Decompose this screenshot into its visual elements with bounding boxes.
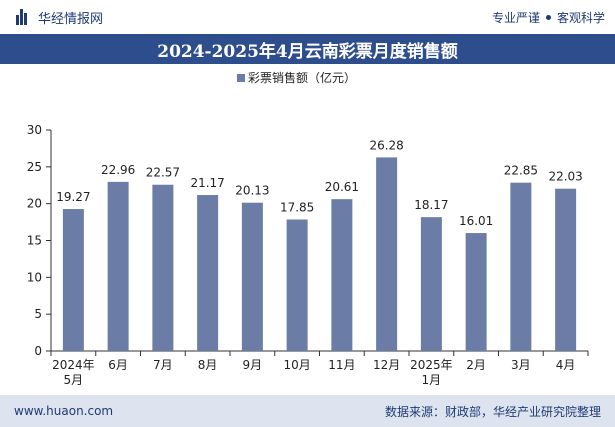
x-tick-label: 2月 (466, 358, 486, 372)
bar (465, 233, 487, 351)
data-label: 20.61 (325, 180, 359, 194)
bar (241, 202, 263, 351)
brand: 华经情报网 (16, 8, 103, 27)
bar (197, 195, 219, 351)
bar-chart: 彩票销售额（亿元） 0 5 10 15 20 25 30 19.27 2024年 5月 22.96 6月… (27, 70, 589, 387)
data-label: 26.28 (369, 138, 403, 152)
y-tick-label: 20 (27, 197, 42, 211)
data-label: 22.57 (146, 166, 180, 180)
data-label: 19.27 (56, 190, 90, 204)
legend-swatch (237, 74, 245, 82)
x-tick-label: 11月 (328, 358, 355, 372)
y-tick-label: 30 (27, 123, 42, 137)
x-tick-label: 12月 (373, 358, 400, 372)
bar (555, 188, 577, 351)
bar (62, 209, 84, 351)
brand-name: 华经情报网 (38, 11, 104, 27)
website-link[interactable]: www.huaon.com (14, 404, 114, 418)
x-tick-label: 7月 (153, 358, 173, 372)
x-tick-label: 10月 (283, 358, 310, 372)
data-source: 数据来源：财政部，华经产业研究院整理 (384, 404, 601, 419)
data-label: 21.17 (190, 176, 224, 190)
data-label: 22.96 (101, 163, 135, 177)
data-label: 17.85 (280, 201, 314, 215)
bar (107, 181, 129, 351)
x-tick-label: 9月 (243, 358, 263, 372)
slogan-tag-2: 客观科学 (556, 10, 605, 25)
y-tick-label: 0 (34, 344, 42, 358)
chart-title: 2024-2025年4月云南彩票月度销售额 (0, 34, 615, 64)
top-bar: 华经情报网 专业严谨 客观科学 (0, 0, 615, 34)
footer: www.huaon.com 数据来源：财政部，华经产业研究院整理 (0, 395, 615, 427)
data-label: 22.03 (548, 170, 582, 184)
bar (510, 182, 532, 351)
x-tick-label: 4月 (556, 358, 576, 372)
x-tick-label: 2024年 5月 (52, 358, 95, 387)
slogan: 专业严谨 客观科学 (492, 9, 605, 26)
bar (286, 219, 308, 351)
separator-dot-icon (545, 14, 551, 20)
y-tick-label: 5 (34, 307, 42, 321)
data-label: 16.01 (459, 214, 493, 228)
y-tick-label: 10 (27, 270, 42, 284)
y-tick-label: 25 (27, 160, 42, 174)
x-tick-label: 8月 (198, 358, 218, 372)
brand-logo-icon (16, 9, 32, 25)
data-label: 18.17 (414, 198, 448, 212)
x-tick-label: 2025年 1月 (410, 358, 453, 387)
x-tick-label: 3月 (511, 358, 531, 372)
bar (376, 157, 398, 351)
slogan-tag-1: 专业严谨 (491, 10, 540, 25)
bar (152, 184, 174, 351)
bar (420, 217, 442, 351)
data-label: 20.13 (235, 184, 269, 198)
y-tick-label: 15 (27, 234, 42, 248)
legend-label: 彩票销售额（亿元） (248, 70, 356, 85)
data-label: 22.85 (504, 164, 538, 178)
bar (331, 199, 353, 351)
x-tick-label: 6月 (108, 358, 128, 372)
